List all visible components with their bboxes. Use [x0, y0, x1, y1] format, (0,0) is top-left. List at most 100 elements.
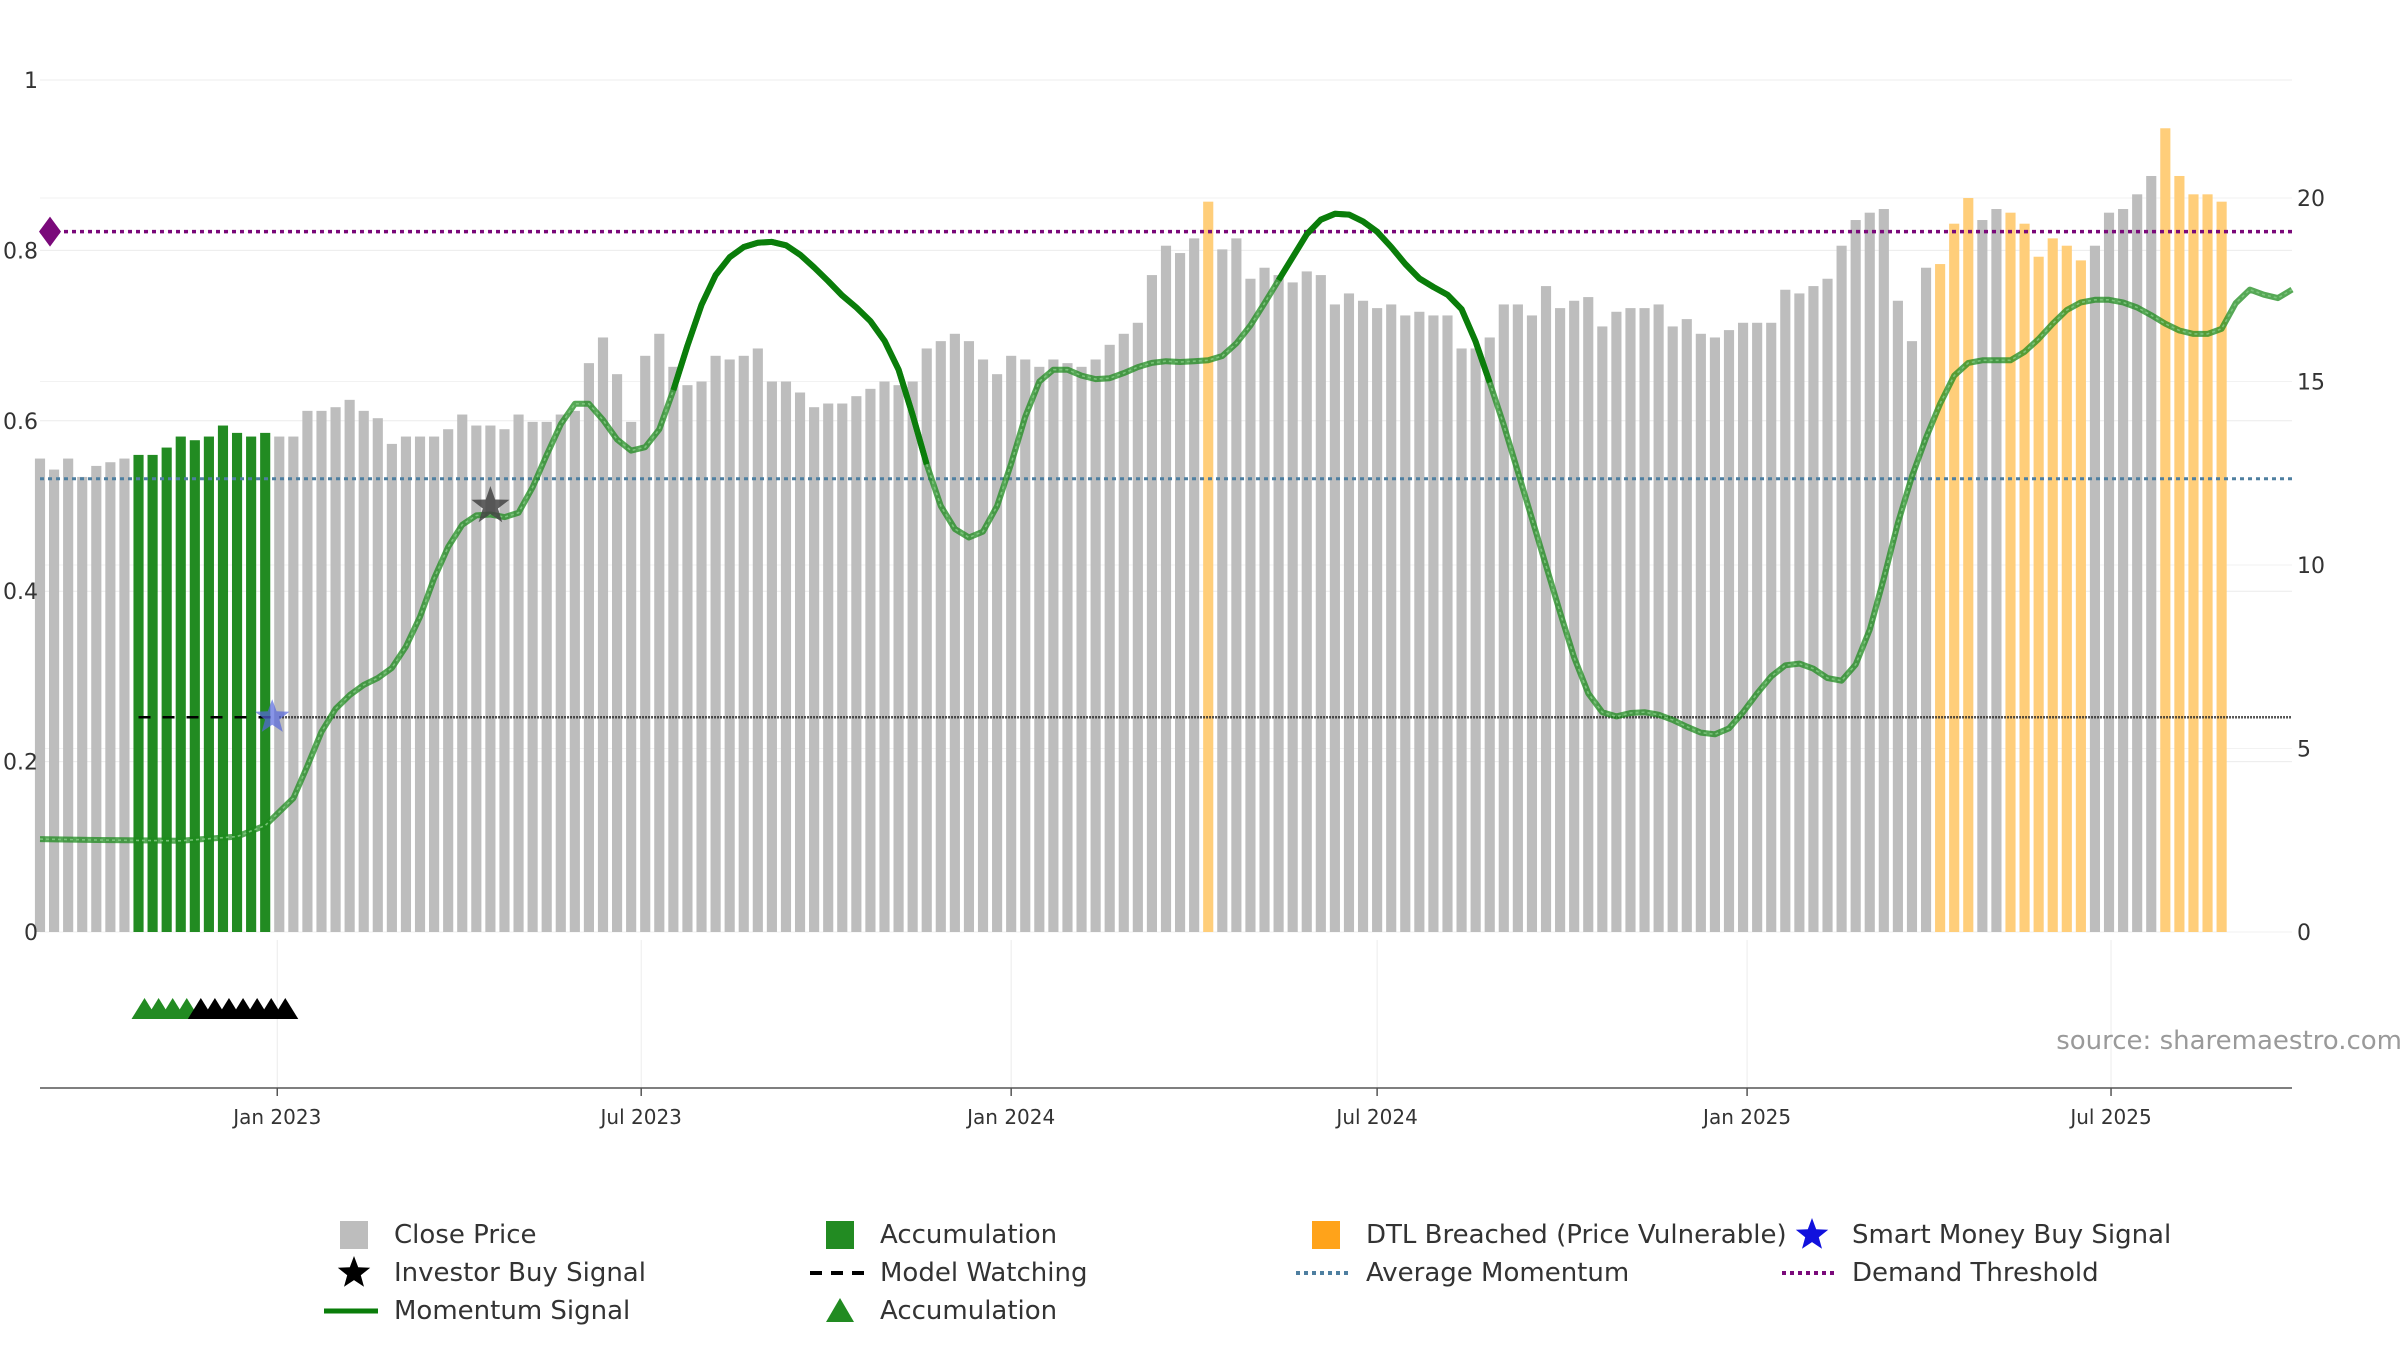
right-axis-tick-label: 0	[2297, 921, 2311, 946]
close-price-bar	[2132, 194, 2143, 932]
close-price-bar	[1822, 278, 1833, 932]
close-price-bar	[1569, 300, 1580, 932]
close-price-bar	[1850, 220, 1861, 932]
dot-blue-icon	[1292, 1254, 1354, 1292]
dtl-breached-bar	[1935, 264, 1946, 932]
close-price-bar	[1540, 286, 1552, 933]
close-price-bar	[1062, 363, 1073, 932]
accumulation-bar	[203, 436, 214, 932]
legend-label-demand-threshold: Demand Threshold	[1852, 1258, 2099, 1288]
close-price-bar	[358, 410, 369, 932]
legend-label-momentum-signal: Momentum Signal	[394, 1296, 631, 1326]
close-price-bar	[471, 425, 482, 932]
legend-label-average-momentum: Average Momentum	[1366, 1258, 1630, 1288]
momentum-signal-line	[39, 210, 2294, 844]
close-price-bar	[921, 348, 932, 933]
close-price-bar	[414, 436, 426, 932]
close-price-bar	[1076, 366, 1087, 932]
accumulation-bar	[217, 425, 229, 932]
reference-lines	[40, 229, 2292, 719]
close-price-bar	[1287, 282, 1298, 932]
x-axis-tick-label: Jan 2024	[965, 1105, 1055, 1129]
legend-label-dtl-breached: DTL Breached (Price Vulnerable)	[1366, 1220, 1787, 1250]
close-price-bar	[2089, 245, 2101, 932]
dtl-breached-bar	[2047, 238, 2058, 932]
close-price-bar	[1175, 253, 1186, 933]
close-price-bar	[541, 421, 552, 932]
legend-label-smart-money-buy: Smart Money Buy Signal	[1852, 1220, 2172, 1250]
close-price-bar	[1752, 322, 1763, 932]
close-price-bar	[654, 333, 665, 932]
close-price-bar	[1372, 308, 1383, 933]
close-price-bar	[2118, 209, 2129, 932]
close-price-bar	[583, 363, 594, 932]
close-price-bar	[513, 414, 524, 932]
close-price-bar	[1738, 322, 1749, 932]
close-price-bar	[400, 436, 412, 932]
close-price-bar	[809, 407, 820, 932]
close-price-bar	[1681, 319, 1692, 932]
accumulation-bar	[189, 440, 200, 932]
close-price-bar	[1794, 293, 1805, 932]
close-price-bar	[992, 374, 1003, 932]
left-axis-tick-label: 1	[24, 69, 38, 94]
close-price-bar	[597, 337, 609, 933]
close-price-bar	[49, 469, 60, 932]
close-price-bar	[457, 414, 468, 932]
legend-item-investor-buy: Investor Buy Signal	[320, 1254, 646, 1292]
dtl-breached-bar	[2075, 260, 2086, 932]
close-price-bar	[893, 385, 904, 932]
close-price-bar	[1386, 304, 1397, 932]
dtl-breached-bar	[1963, 198, 1974, 932]
x-axis: Jan 2023 Jul 2023 Jan 2024 Jul 2024 Jan 2025…	[40, 1087, 2292, 1129]
legend-item-momentum-signal: Momentum Signal	[320, 1292, 630, 1330]
dtl-breached-bar	[2005, 212, 2016, 932]
close-price-bar	[2146, 175, 2157, 933]
close-price-bar	[907, 381, 918, 932]
dash-black-icon	[806, 1254, 868, 1292]
close-price-bar	[1231, 238, 1242, 932]
legend-item-model-watching: Model Watching	[806, 1254, 1087, 1292]
legend-item-close-price: Close Price	[320, 1216, 537, 1254]
close-price-bar	[963, 341, 975, 932]
price-bars	[34, 128, 2227, 933]
close-price-bar	[1639, 308, 1650, 933]
dtl-breached-bar	[1203, 201, 1214, 933]
close-price-bar	[724, 359, 735, 933]
close-price-bar	[1625, 308, 1636, 933]
close-price-bar	[668, 366, 679, 932]
close-price-bar	[949, 333, 960, 932]
close-price-bar	[1315, 275, 1326, 932]
close-price-bar	[1456, 348, 1467, 933]
close-price-bar	[1146, 275, 1157, 932]
close-price-bar	[1667, 326, 1678, 932]
close-price-bar	[443, 429, 454, 932]
close-price-bar	[780, 381, 792, 932]
square-gray-icon	[320, 1216, 382, 1254]
close-price-bar	[696, 381, 707, 932]
close-price-bar	[682, 385, 693, 932]
close-price-bar	[1695, 333, 1706, 932]
momentum-signal-path-texture	[39, 212, 2293, 842]
left-axis-ticks: 0 0.2 0.4 0.6 0.8 1	[3, 69, 38, 946]
left-axis-tick-label: 0	[24, 921, 38, 946]
investor-buy-triangle-marker	[272, 998, 299, 1019]
left-axis-tick-label: 0.2	[3, 751, 38, 776]
close-price-bar	[851, 396, 862, 932]
legend-label-investor-buy: Investor Buy Signal	[394, 1258, 646, 1288]
close-price-bar	[1357, 300, 1369, 932]
close-price-bar	[1709, 337, 1720, 933]
legend-item-dtl-breached: DTL Breached (Price Vulnerable)	[1292, 1216, 1787, 1254]
close-price-bar	[1991, 209, 2002, 932]
star-black-icon	[320, 1254, 382, 1292]
dot-purple-icon	[1778, 1254, 1840, 1292]
legend-label-close-price: Close Price	[394, 1220, 537, 1250]
legend-label-accumulation-marker: Accumulation	[880, 1296, 1058, 1326]
legend-label-accumulation: Accumulation	[880, 1220, 1058, 1250]
x-axis-tick-label: Jul 2024	[1334, 1105, 1417, 1129]
close-price-bar	[1977, 220, 1988, 932]
legend-item-average-momentum: Average Momentum	[1292, 1254, 1629, 1292]
close-price-bar	[1723, 330, 1735, 932]
close-price-bar	[1273, 275, 1284, 932]
